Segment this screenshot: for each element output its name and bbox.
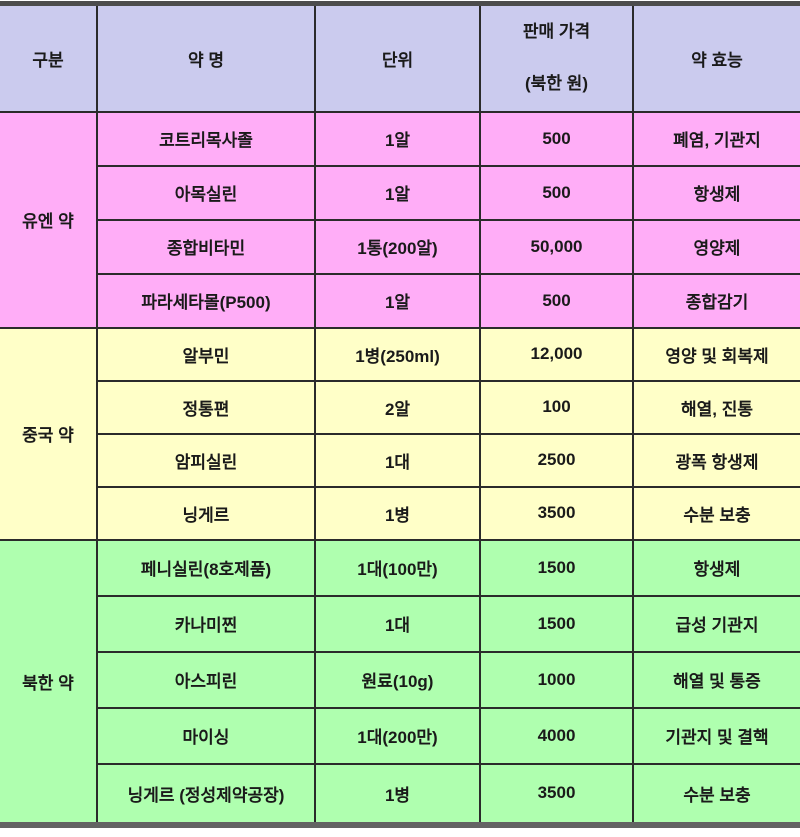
price-cell: 500 — [479, 164, 634, 221]
table-row: 북한 약 페니실린(8호제품) 1대(100만) 1500 항생제 — [0, 538, 800, 826]
effect-cell: 광폭 항생제 — [632, 432, 800, 488]
price-cell: 1500 — [479, 538, 634, 597]
unit-cell: 1병 — [314, 485, 481, 541]
table-row: 정통편 2알 100 해열, 진통 — [0, 379, 800, 435]
group-label-nk: 북한 약 — [0, 538, 98, 826]
effect-cell: 영양제 — [632, 218, 800, 275]
unit-cell: 1병(250ml) — [314, 326, 481, 382]
header-effect: 약 효능 — [632, 2, 800, 113]
unit-cell: 1알 — [314, 110, 481, 167]
unit-cell: 1알 — [314, 164, 481, 221]
unit-cell: 1대 — [314, 432, 481, 488]
drug-name-cell: 종합비타민 — [97, 218, 316, 275]
header-price: 판매 가격 (북한 원) — [479, 2, 634, 113]
unit-cell: 1알 — [314, 272, 481, 329]
effect-cell: 급성 기관지 — [632, 594, 800, 653]
effect-cell: 수분 보충 — [632, 762, 800, 826]
drug-name-cell: 정통편 — [97, 379, 316, 435]
table-row: 아목실린 1알 500 항생제 — [0, 164, 800, 221]
group-label-china: 중국 약 — [0, 326, 98, 541]
drug-name-cell: 닝게르 — [97, 485, 316, 541]
unit-cell: 2알 — [314, 379, 481, 435]
unit-cell: 1대 — [314, 594, 481, 653]
price-cell: 1000 — [479, 650, 634, 709]
table-row: 파라세타몰(P500) 1알 500 종합감기 — [0, 272, 800, 329]
drug-name-cell: 닝게르 (정성제약공장) — [97, 762, 316, 826]
effect-cell: 수분 보충 — [632, 485, 800, 541]
drug-name-cell: 암피실린 — [97, 432, 316, 488]
drug-name-cell: 파라세타몰(P500) — [97, 272, 316, 329]
price-cell: 3500 — [479, 762, 634, 826]
table-row: 닝게르 1병 3500 수분 보충 — [0, 485, 800, 541]
unit-cell: 1통(200알) — [314, 218, 481, 275]
drug-name-cell: 알부민 — [96, 326, 316, 382]
effect-cell: 해열 및 통증 — [632, 650, 800, 709]
unit-cell: 원료(10g) — [314, 650, 481, 709]
table-row: 중국 약 알부민 1병(250ml) 12,000 영양 및 회복제 — [0, 326, 800, 541]
drug-name-cell: 마이싱 — [97, 706, 316, 765]
table-row: 아스피린 원료(10g) 1000 해열 및 통증 — [0, 650, 800, 709]
effect-cell: 종합감기 — [632, 272, 800, 329]
unit-cell: 1대(200만) — [314, 706, 481, 765]
header-category: 구분 — [0, 2, 98, 113]
table-row: 마이싱 1대(200만) 4000 기관지 및 결핵 — [0, 706, 800, 765]
drug-name-cell: 아스피린 — [97, 650, 316, 709]
drug-name-cell: 페니실린(8호제품) — [96, 538, 316, 597]
unit-cell: 1병 — [314, 762, 481, 826]
table-row: 암피실린 1대 2500 광폭 항생제 — [0, 432, 800, 488]
table-header-row: 구분 약 명 단위 판매 가격 (북한 원) 약 효능 — [0, 2, 800, 113]
price-cell: 100 — [479, 379, 634, 435]
table-row: 닝게르 (정성제약공장) 1병 3500 수분 보충 — [0, 762, 800, 826]
drug-name-cell: 카나미찐 — [97, 594, 316, 653]
group-label-un: 유엔 약 — [0, 110, 98, 329]
price-cell: 2500 — [479, 432, 634, 488]
table-row: 유엔 약 코트리목사졸 1알 500 폐염, 기관지 — [0, 110, 800, 329]
header-price-line1: 판매 가격 — [522, 22, 591, 42]
drug-name-cell: 코트리목사졸 — [96, 110, 316, 167]
price-cell: 1500 — [479, 594, 634, 653]
header-unit: 단위 — [314, 2, 481, 113]
price-cell: 12,000 — [479, 326, 634, 382]
effect-cell: 영양 및 회복제 — [632, 326, 800, 382]
header-drug-name: 약 명 — [96, 2, 316, 113]
effect-cell: 기관지 및 결핵 — [632, 706, 800, 765]
price-cell: 4000 — [479, 706, 634, 765]
table-row: 카나미찐 1대 1500 급성 기관지 — [0, 594, 800, 653]
price-cell: 3500 — [479, 485, 634, 541]
effect-cell: 폐염, 기관지 — [632, 110, 800, 167]
price-cell: 50,000 — [479, 218, 634, 275]
price-cell: 500 — [479, 110, 634, 167]
price-cell: 500 — [479, 272, 634, 329]
effect-cell: 해열, 진통 — [632, 379, 800, 435]
effect-cell: 항생제 — [632, 164, 800, 221]
header-price-line2: (북한 원) — [525, 74, 588, 94]
table-row: 종합비타민 1통(200알) 50,000 영양제 — [0, 218, 800, 275]
unit-cell: 1대(100만) — [314, 538, 481, 597]
drug-name-cell: 아목실린 — [97, 164, 316, 221]
effect-cell: 항생제 — [632, 538, 800, 597]
